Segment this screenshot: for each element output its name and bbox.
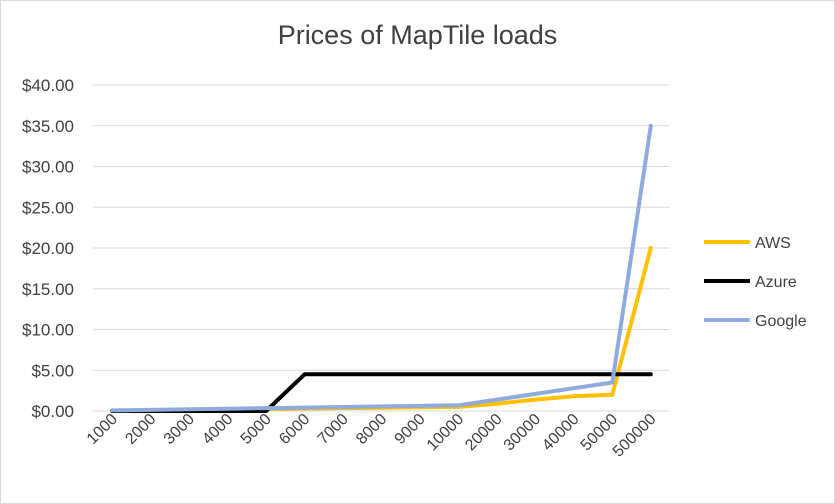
x-tick-label: 3000 [161, 411, 198, 448]
x-tick-label: 1000 [84, 411, 121, 448]
legend-label-aws: AWS [755, 235, 791, 252]
x-tick-label: 2000 [122, 411, 159, 448]
y-axis-ticks: $0.00 $5.00 $10.00 $15.00 $20.00 $25.00 $30.00… [22, 76, 74, 421]
series-line-google [110, 123, 653, 413]
x-tick-label: 20000 [462, 411, 506, 455]
x-tick-label: 40000 [539, 411, 583, 455]
gridlines [93, 84, 670, 412]
y-tick-label: $15.00 [22, 280, 74, 299]
y-tick-label: $30.00 [22, 158, 74, 177]
series-lines [110, 123, 653, 413]
x-tick-label: 4000 [199, 411, 236, 448]
legend-label-azure: Azure [755, 274, 797, 291]
y-tick-label: $40.00 [22, 76, 74, 95]
legend-label-google: Google [755, 313, 807, 330]
legend: AWS Azure Google [704, 235, 807, 330]
x-tick-label: 10000 [424, 411, 468, 455]
y-tick-label: $0.00 [31, 402, 74, 421]
x-tick-label: 5000 [238, 411, 275, 448]
chart-title: Prices of MapTile loads [277, 20, 558, 50]
y-tick-label: $10.00 [22, 321, 74, 340]
x-tick-label: 30000 [501, 411, 545, 455]
x-tick-label: 8000 [353, 411, 390, 448]
x-axis-ticks: 1000 2000 3000 4000 5000 6000 7000 8000 90001000… [84, 411, 660, 461]
y-tick-label: $35.00 [22, 117, 74, 136]
x-tick-label: 7000 [315, 411, 352, 448]
y-tick-label: $5.00 [31, 361, 74, 380]
y-tick-label: $20.00 [22, 239, 74, 258]
x-tick-label: 500000 [610, 411, 660, 461]
y-tick-label: $25.00 [22, 198, 74, 217]
x-tick-label: 6000 [276, 411, 313, 448]
